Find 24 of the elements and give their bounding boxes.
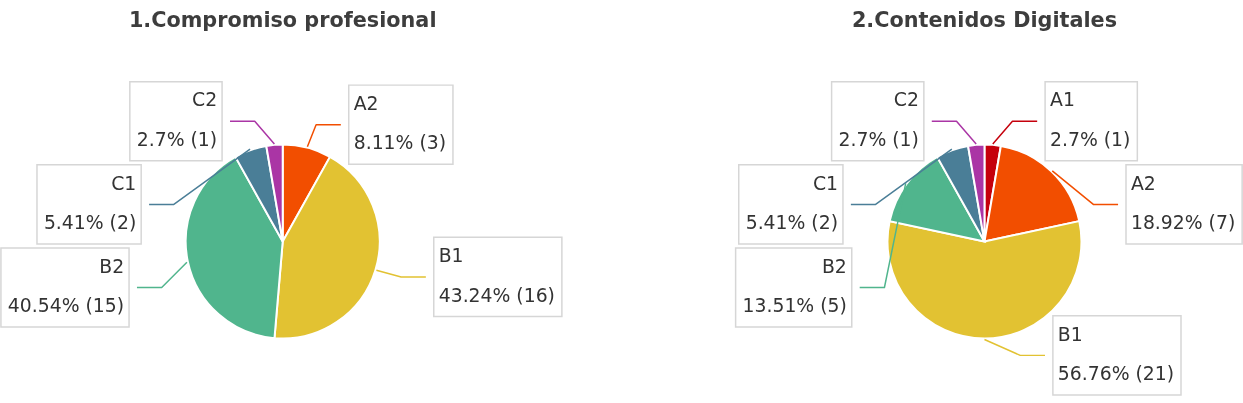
- slice-label: C2: [192, 89, 218, 111]
- chart-title: 2.Contenidos Digitales: [851, 7, 1118, 32]
- slice-label: C1: [812, 172, 838, 194]
- data-label: 2.7% (1): [838, 129, 919, 150]
- slice-label: B1: [1057, 323, 1083, 345]
- data-label: 5.41% (2): [43, 212, 137, 234]
- slice-label: C1: [111, 172, 137, 194]
- slice-label: B2: [99, 255, 125, 277]
- data-label: 8.11% (3): [353, 132, 447, 154]
- slice-label: C2: [893, 89, 919, 111]
- data-label: 2.7% (1): [136, 129, 218, 150]
- data-label: 56.76% (21): [1057, 363, 1175, 385]
- slice-label: A2: [353, 92, 379, 114]
- data-label: 18.92% (7): [1130, 212, 1236, 234]
- slice-label: B2: [821, 255, 847, 277]
- data-label: 2.7% (1): [1050, 129, 1131, 150]
- data-label: 5.41% (2): [745, 212, 838, 234]
- chart-title: 1.Compromiso profesional: [128, 7, 437, 32]
- slice-label: B1: [438, 245, 464, 267]
- slice-label: A1: [1050, 89, 1075, 111]
- data-label: 13.51% (5): [742, 295, 847, 317]
- slice-label: A2: [1130, 172, 1156, 194]
- data-label: 43.24% (16): [438, 284, 555, 306]
- data-label: 40.54% (15): [7, 295, 125, 317]
